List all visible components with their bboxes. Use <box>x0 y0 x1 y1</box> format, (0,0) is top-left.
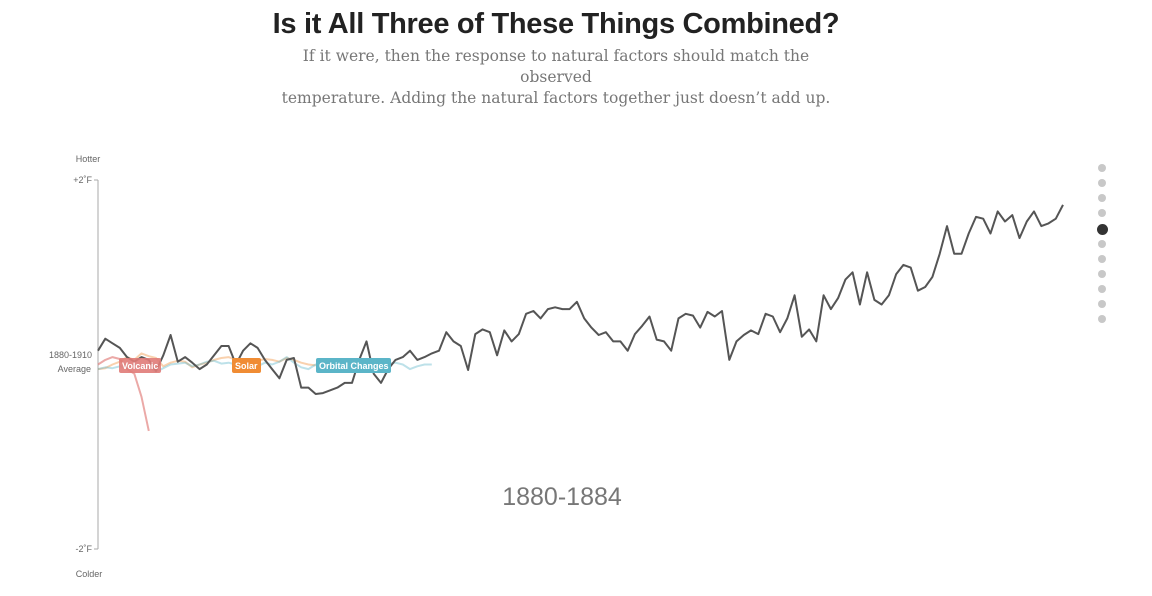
nav-dot[interactable] <box>1098 300 1106 308</box>
nav-dot[interactable] <box>1098 270 1106 278</box>
tag-solar-label: Solar <box>235 361 258 371</box>
subtitle-line-1: If it were, then the response to natural… <box>302 47 810 86</box>
tag-solar-bg <box>232 358 261 373</box>
nav-dot[interactable] <box>1098 285 1106 293</box>
series-line-observed <box>97 204 1064 395</box>
nav-dot[interactable] <box>1098 255 1106 263</box>
tag-orbital-changes[interactable]: Orbital Changes <box>316 358 391 373</box>
y-axis-top-word: Hotter <box>76 154 101 164</box>
nav-dot[interactable] <box>1098 179 1106 187</box>
tag-volcanic[interactable]: Volcanic <box>119 358 161 373</box>
tag-solar[interactable]: Solar <box>232 358 261 373</box>
nav-dot[interactable] <box>1098 209 1106 217</box>
page-subtitle: If it were, then the response to natural… <box>276 46 836 109</box>
tag-orbital-label: Orbital Changes <box>319 361 389 371</box>
y-axis-baseline-label-2: Average <box>58 364 91 374</box>
nav-dot[interactable] <box>1098 240 1106 248</box>
page-title: Is it All Three of These Things Combined… <box>272 8 840 40</box>
subtitle-line-2: temperature. Adding the natural factors … <box>281 89 831 107</box>
series-layer <box>97 204 1064 432</box>
tag-orbital-bg <box>316 358 391 373</box>
nav-dot[interactable] <box>1098 315 1106 323</box>
y-axis-min-label: -2˚F <box>76 544 93 554</box>
nav-dot[interactable] <box>1096 224 1108 235</box>
slide-navigation <box>1096 164 1108 330</box>
tag-volcanic-bg <box>119 358 161 373</box>
y-axis-max-label: +2˚F <box>73 175 92 185</box>
y-axis-bottom-word: Colder <box>76 569 103 579</box>
y-axis-baseline-label-1: 1880-1910 <box>49 350 92 360</box>
nav-dot[interactable] <box>1098 164 1106 172</box>
nav-dot[interactable] <box>1098 194 1106 202</box>
tag-volcanic-label: Volcanic <box>122 361 158 371</box>
year-label: 1880-1884 <box>502 483 622 511</box>
